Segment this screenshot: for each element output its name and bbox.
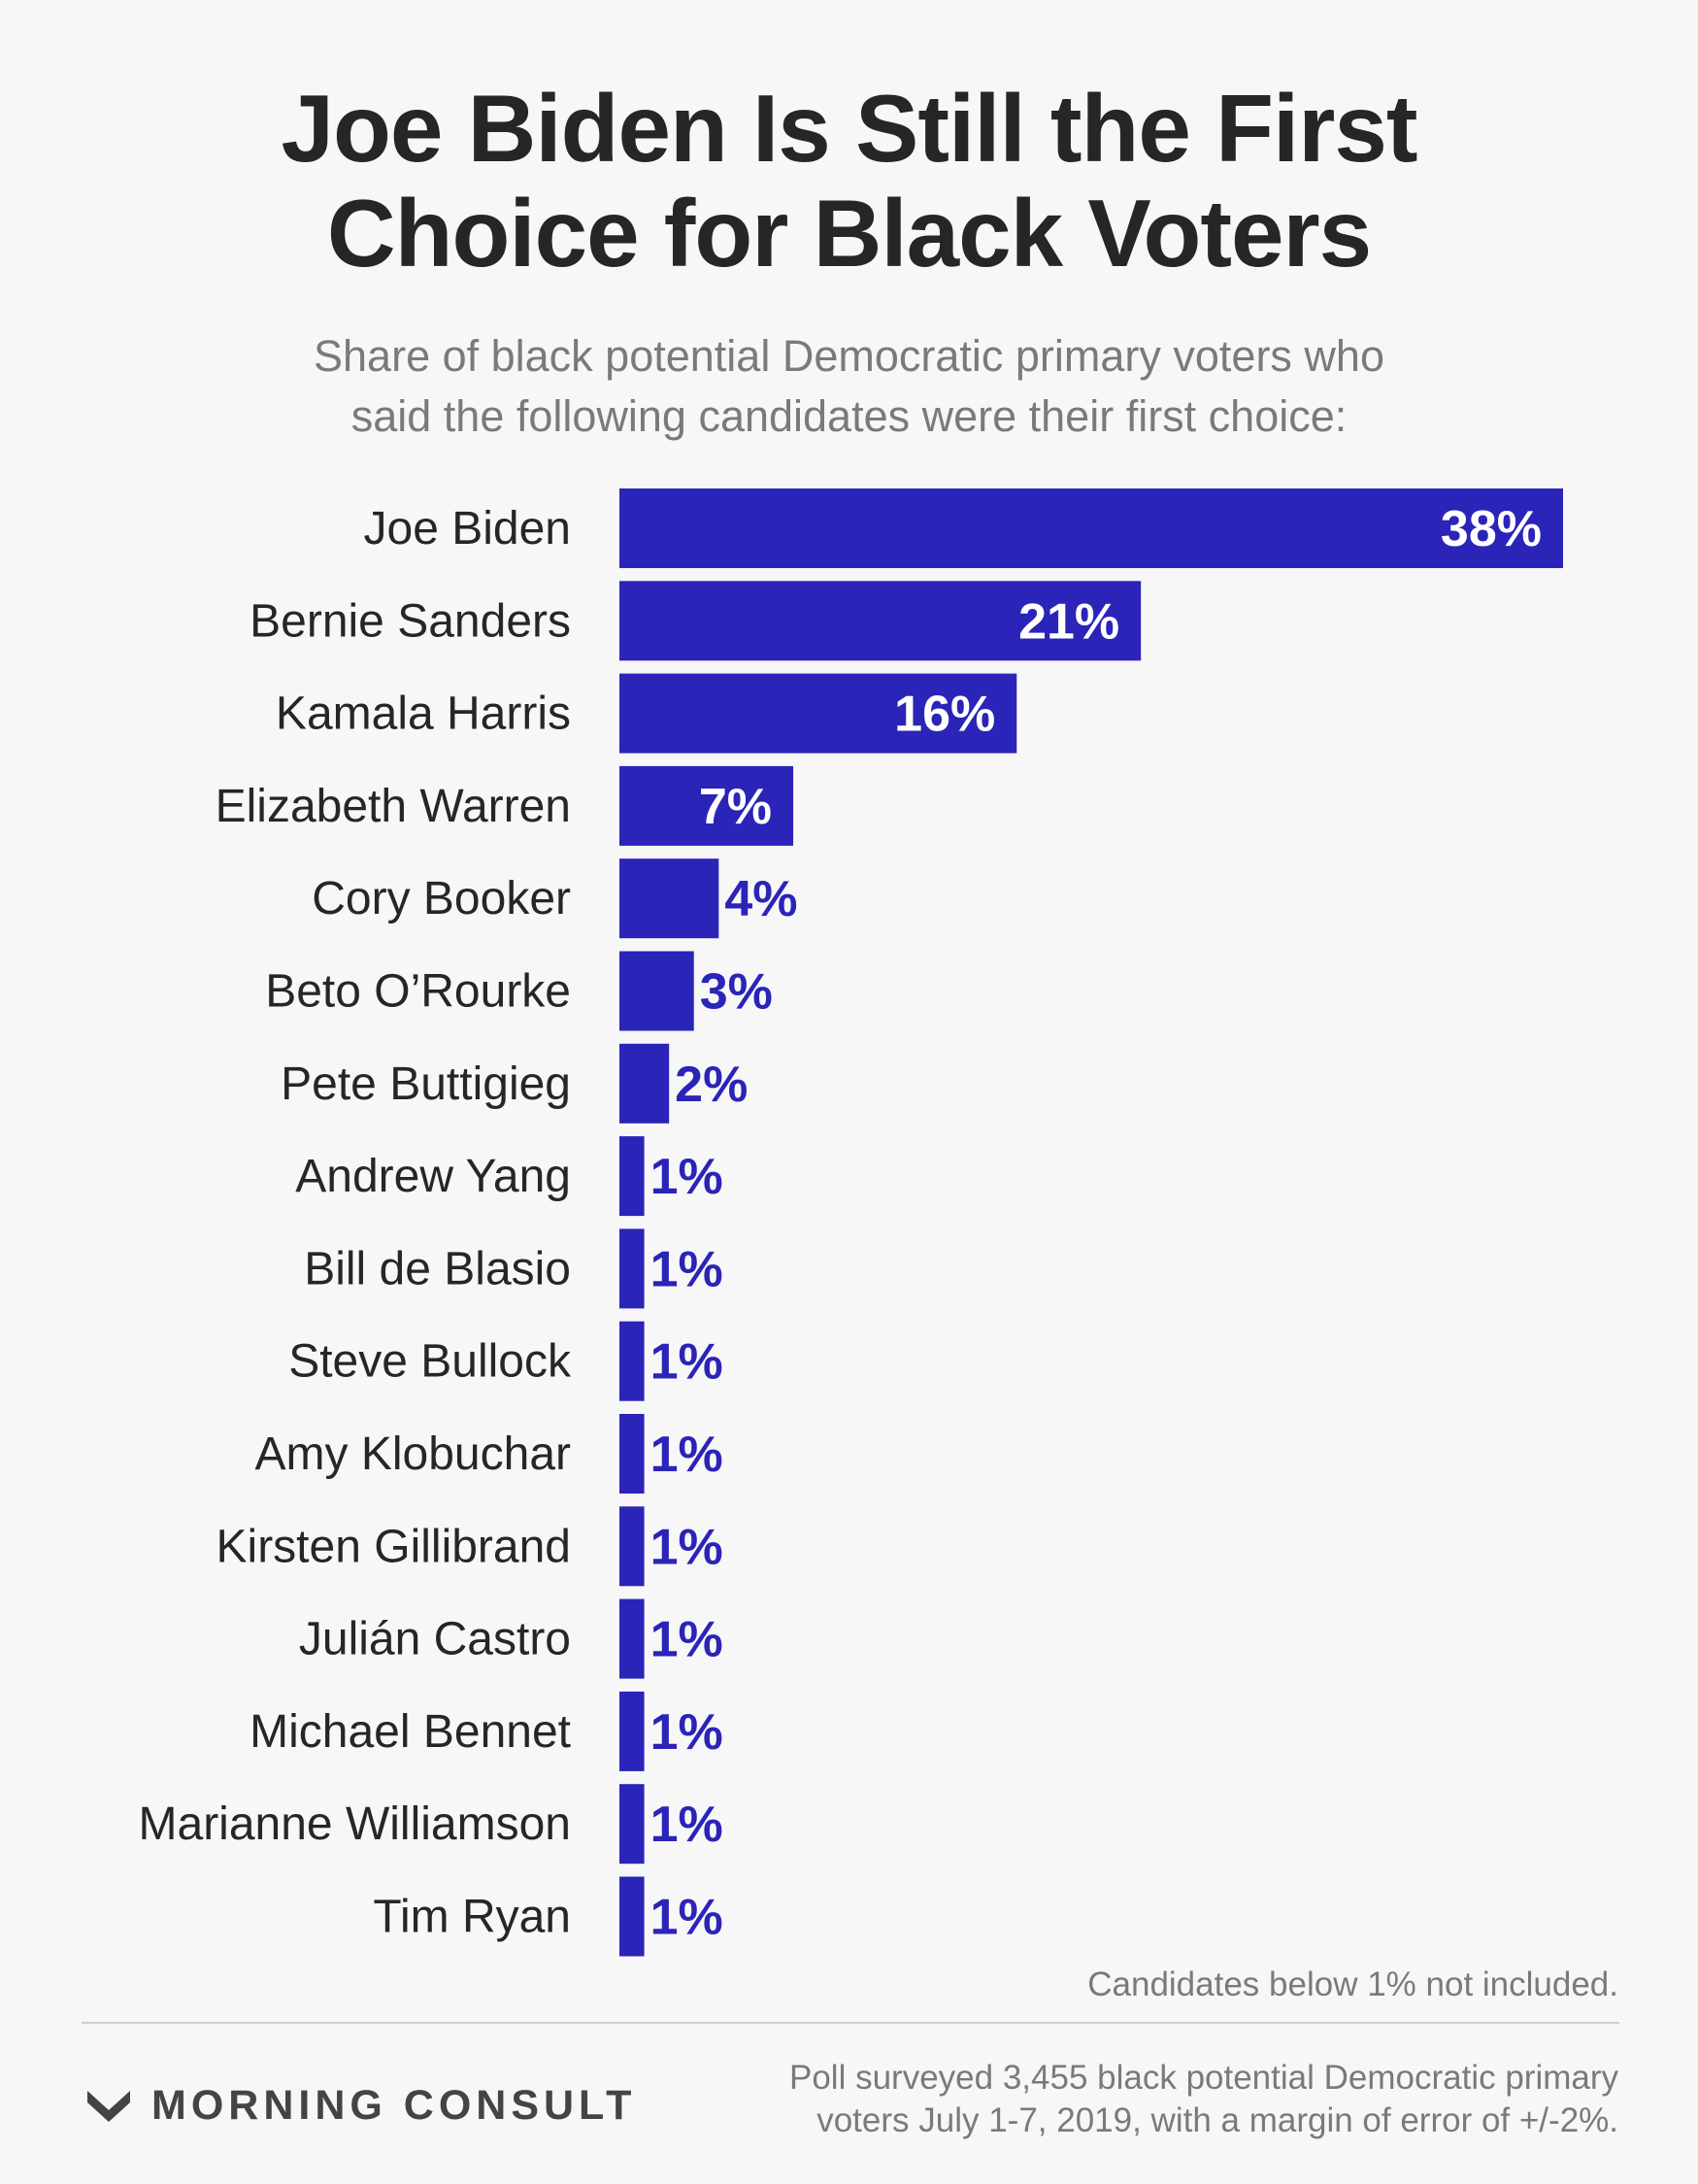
category-label-0: Joe Biden <box>364 503 572 554</box>
value-label-6: 2% <box>675 1057 748 1113</box>
bar-10 <box>619 1414 645 1494</box>
bar-0 <box>619 488 1563 568</box>
category-label-4: Cory Booker <box>312 873 571 924</box>
category-label-7: Andrew Yang <box>295 1151 571 1202</box>
value-label-4: 4% <box>724 871 797 927</box>
category-label-1: Bernie Sanders <box>250 595 571 647</box>
bar-6 <box>619 1043 670 1124</box>
bar-1 <box>619 581 1142 661</box>
bar-5 <box>619 951 694 1031</box>
chart-subtitle-line-2: said the following candidates were their… <box>350 391 1348 441</box>
bar-15 <box>619 1876 645 1957</box>
category-label-15: Tim Ryan <box>373 1892 571 1943</box>
value-label-0: 38% <box>1441 501 1542 557</box>
source-line-1: Poll surveyed 3,455 black potential Demo… <box>789 2059 1618 2097</box>
value-label-2: 16% <box>894 687 995 743</box>
category-label-6: Pete Buttigieg <box>281 1058 571 1110</box>
bar-13 <box>619 1691 645 1771</box>
value-label-10: 1% <box>650 1427 723 1483</box>
value-label-5: 3% <box>700 964 773 1021</box>
bar-7 <box>619 1136 645 1217</box>
bar-4 <box>619 858 719 939</box>
category-label-12: Julián Castro <box>299 1614 571 1665</box>
value-label-15: 1% <box>650 1890 723 1946</box>
value-label-11: 1% <box>650 1519 723 1575</box>
brand: MORNING CONSULT <box>85 2082 636 2130</box>
category-label-14: Marianne Williamson <box>139 1798 571 1850</box>
category-label-8: Bill de Blasio <box>304 1243 571 1294</box>
category-label-9: Steve Bullock <box>288 1336 572 1388</box>
category-label-13: Michael Bennet <box>250 1706 571 1758</box>
category-label-5: Beto O’Rourke <box>265 966 571 1018</box>
value-label-9: 1% <box>650 1334 723 1391</box>
source-note: Poll surveyed 3,455 black potential Demo… <box>789 2057 1618 2142</box>
footer-divider <box>82 2022 1619 2024</box>
bar-11 <box>619 1506 645 1587</box>
bar-9 <box>619 1321 645 1401</box>
bar-12 <box>619 1598 645 1679</box>
chart-subtitle-line-1: Share of black potential Democratic prim… <box>314 331 1384 381</box>
value-label-8: 1% <box>650 1241 723 1297</box>
category-label-10: Amy Klobuchar <box>255 1428 571 1480</box>
category-label-3: Elizabeth Warren <box>216 781 571 832</box>
category-label-11: Kirsten Gillibrand <box>216 1521 571 1572</box>
chart-subtitle: Share of black potential Democratic prim… <box>0 326 1698 447</box>
bar-14 <box>619 1784 645 1865</box>
source-line-2: voters July 1-7, 2019, with a margin of … <box>816 2101 1618 2139</box>
bar-3 <box>619 765 794 846</box>
value-label-12: 1% <box>650 1612 723 1668</box>
bar-8 <box>619 1228 645 1309</box>
chart-title-line-2: Choice for Black Voters <box>326 180 1372 286</box>
value-label-7: 1% <box>650 1149 723 1205</box>
brand-name: MORNING CONSULT <box>151 2082 637 2129</box>
footnote: Candidates below 1% not included. <box>1087 1966 1618 2003</box>
value-label-13: 1% <box>650 1704 723 1761</box>
value-label-3: 7% <box>699 779 772 835</box>
bar-2 <box>619 673 1017 754</box>
category-label-2: Kamala Harris <box>276 689 571 740</box>
value-label-1: 21% <box>1018 593 1119 650</box>
chart-title: Joe Biden Is Still the First Choice for … <box>0 76 1698 286</box>
morning-consult-logo-icon <box>87 2090 130 2122</box>
value-label-14: 1% <box>650 1797 723 1853</box>
chart-title-line-1: Joe Biden Is Still the First <box>281 75 1417 182</box>
